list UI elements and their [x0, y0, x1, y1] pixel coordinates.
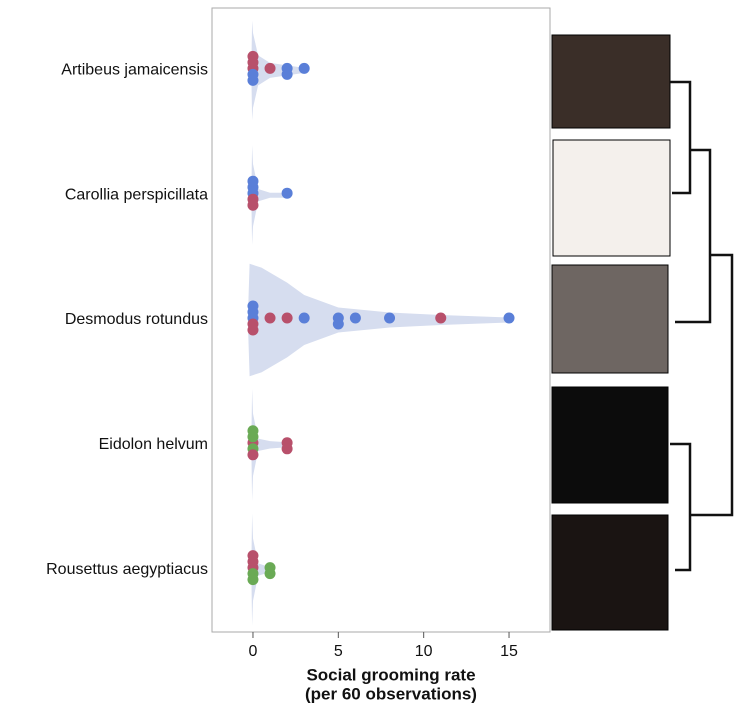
data-point — [332, 318, 344, 330]
data-point — [247, 449, 259, 461]
y-tick-label: Carollia perspicillata — [65, 186, 208, 203]
y-tick-label: Artibeus jamaicensis — [61, 62, 208, 79]
y-tick-label: Rousettus aegyptiacus — [46, 561, 208, 578]
photos — [551, 34, 671, 631]
data-point — [247, 74, 259, 86]
data-point — [247, 425, 259, 437]
dendrogram-branch — [675, 148, 712, 324]
data-point — [503, 312, 515, 324]
y-tick-label: Desmodus rotundus — [65, 311, 208, 328]
y-tick-label: Eidolon helvum — [99, 436, 208, 453]
x-axis-label: Social grooming rate — [306, 665, 475, 684]
violin — [247, 263, 515, 377]
data-point — [247, 550, 259, 562]
dendrogram-branch — [670, 442, 692, 572]
data-point — [298, 312, 310, 324]
data-point — [247, 300, 259, 312]
data-point — [298, 62, 310, 74]
data-point — [247, 324, 259, 336]
data-point — [281, 187, 293, 199]
x-tick-label: 10 — [415, 643, 433, 660]
data-point — [247, 50, 259, 62]
photo — [551, 264, 669, 374]
dendrogram-branch — [690, 253, 734, 517]
data-point — [435, 312, 447, 324]
x-tick-label: 0 — [249, 643, 258, 660]
x-axis-label: (per 60 observations) — [305, 684, 477, 703]
data-point — [281, 312, 293, 324]
data-point — [247, 199, 259, 211]
data-point — [281, 443, 293, 455]
data-point — [281, 68, 293, 80]
violin — [251, 388, 293, 501]
data-point — [384, 312, 396, 324]
data-point — [264, 312, 276, 324]
data-point — [349, 312, 361, 324]
x-tick-label: 15 — [500, 643, 518, 660]
photo — [551, 386, 669, 504]
x-tick-label: 5 — [334, 643, 343, 660]
data-point — [247, 175, 259, 187]
photo — [551, 514, 669, 631]
data-point — [264, 62, 276, 74]
data-point — [247, 574, 259, 586]
dendrogram-branch — [670, 80, 692, 195]
data-point — [264, 568, 276, 580]
violin — [251, 513, 276, 626]
plot-frame — [211, 7, 551, 633]
photo — [551, 34, 671, 129]
violin — [251, 145, 293, 246]
photo — [552, 139, 671, 257]
dendrogram — [670, 80, 734, 572]
violin — [251, 20, 310, 121]
